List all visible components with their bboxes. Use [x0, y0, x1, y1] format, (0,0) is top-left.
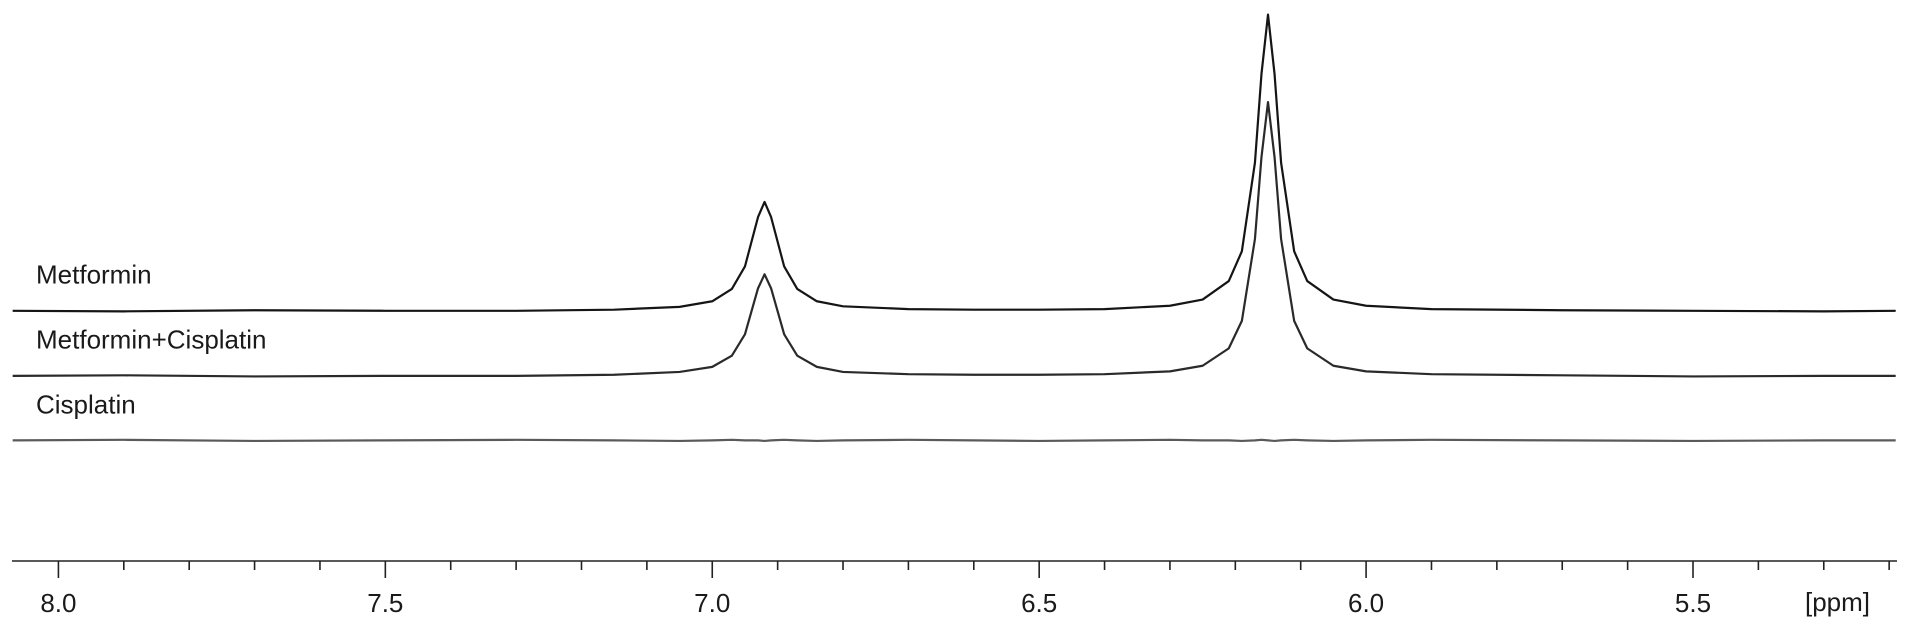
- x-tick-label: 6.0: [1348, 588, 1384, 618]
- spectrum-trace: [12, 101, 1896, 378]
- spectrum-trace: [12, 438, 1896, 443]
- spectrum-trace: [12, 13, 1896, 313]
- x-tick-label: 7.5: [367, 588, 403, 618]
- x-tick-label: 7.0: [694, 588, 730, 618]
- x-axis-label: [ppm]: [1805, 587, 1870, 617]
- x-tick-label: 5.5: [1675, 588, 1711, 618]
- series-label: Metformin+Cisplatin: [36, 325, 266, 355]
- series-label: Cisplatin: [36, 389, 136, 419]
- x-tick-label: 6.5: [1021, 588, 1057, 618]
- series-label: Metformin: [36, 260, 152, 290]
- x-tick-label: 8.0: [40, 588, 76, 618]
